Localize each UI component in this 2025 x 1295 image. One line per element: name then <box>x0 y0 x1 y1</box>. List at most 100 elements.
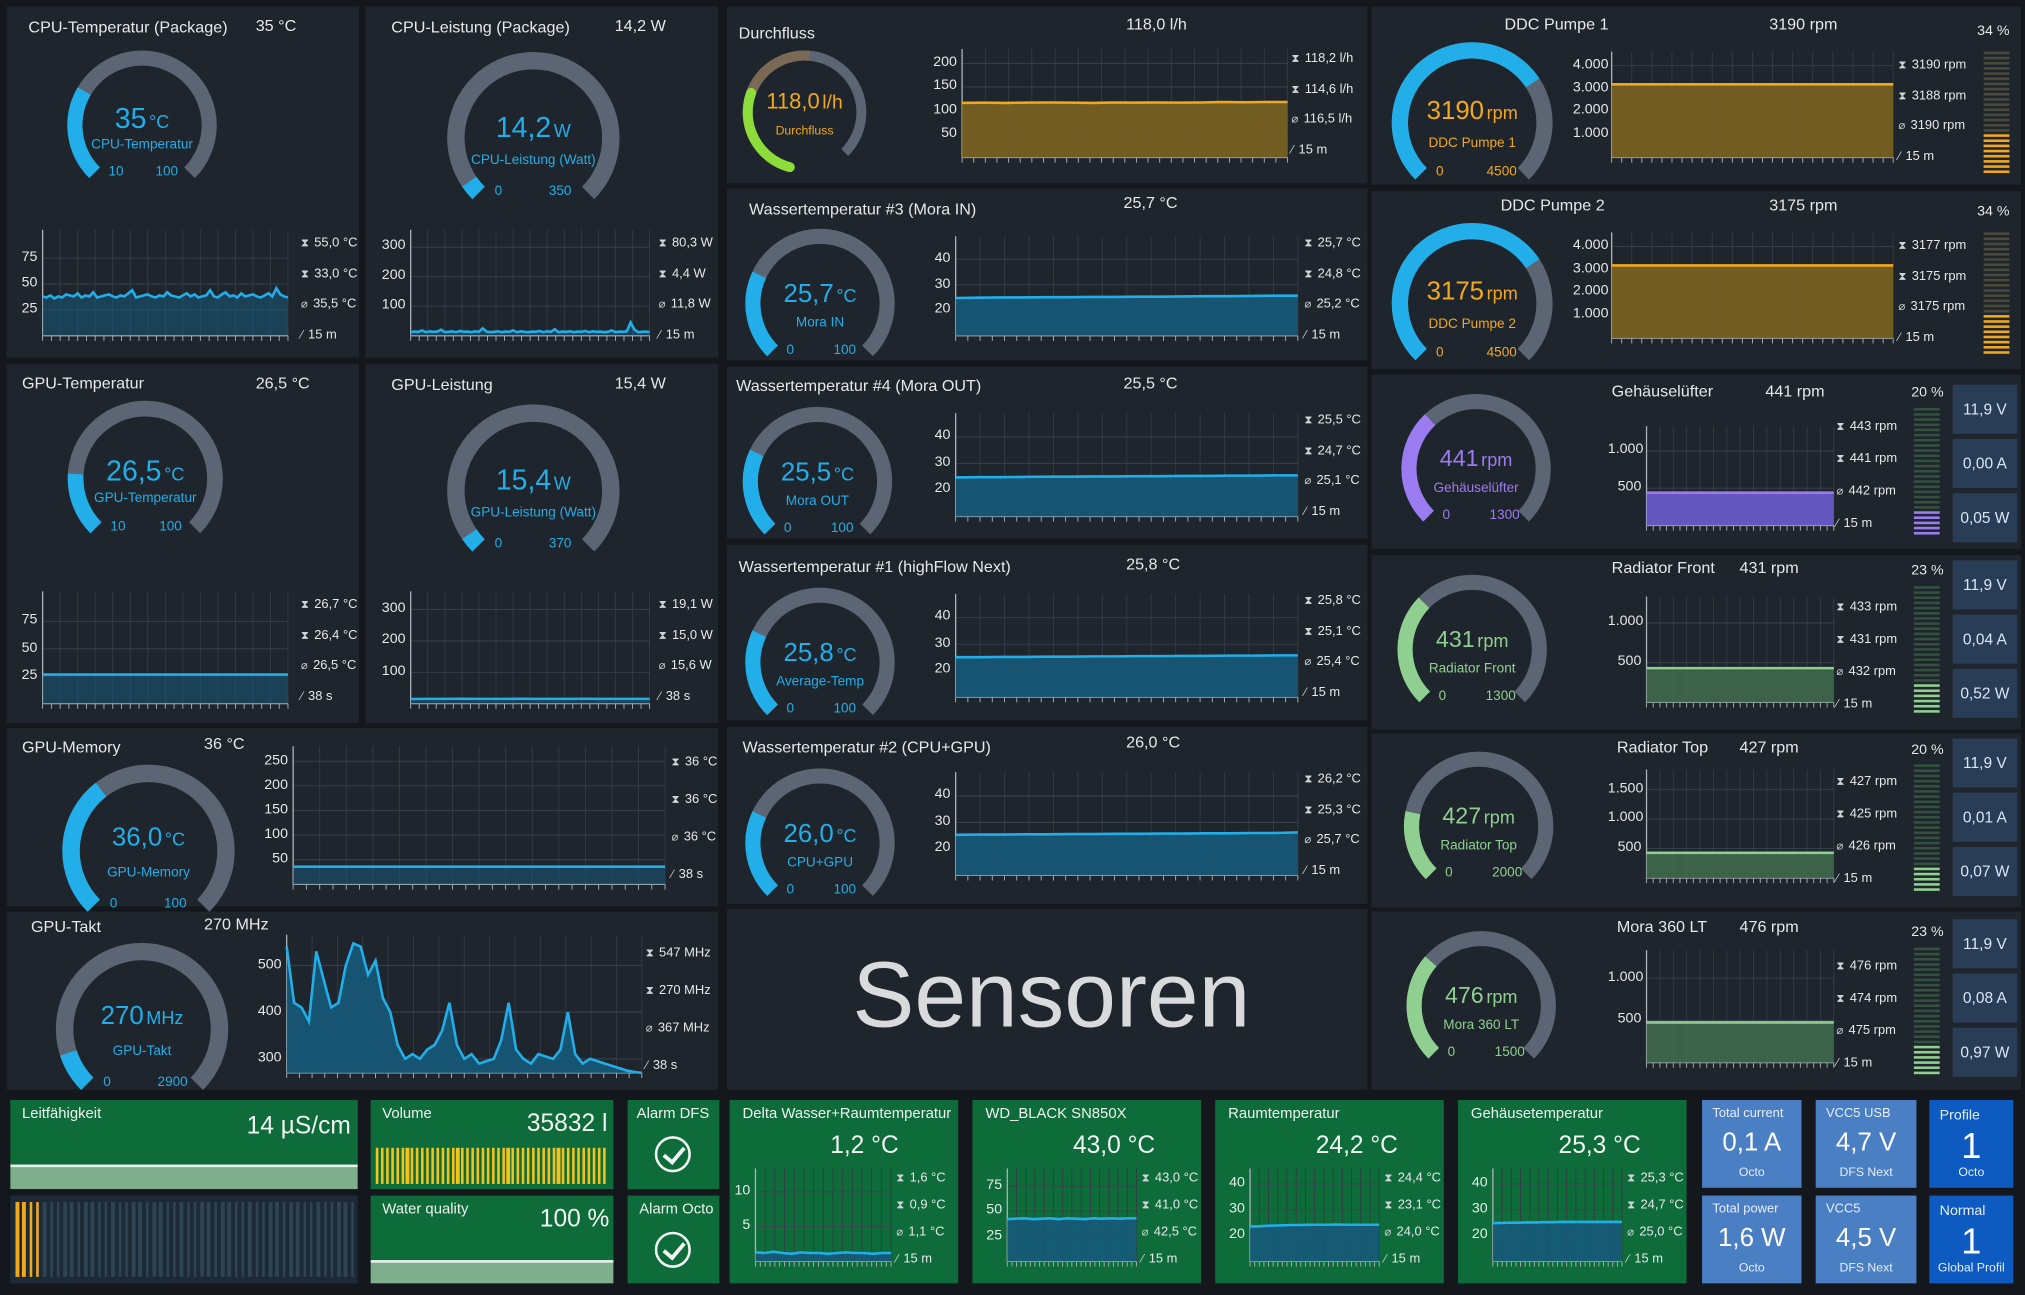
pump1-gauge: 3190 rpm DDC Pumpe 1 0 4500 <box>1382 32 1563 213</box>
pump1-value: 3190 rpm <box>1769 15 1838 34</box>
water2-gauge: 26,0 °C CPU+GPU 0 100 <box>736 759 904 927</box>
flow-series-area <box>962 101 1288 158</box>
gpu-mem-gauge-unit: °C <box>164 828 186 850</box>
fan-case-side-0: 11,9 V <box>1952 384 2018 434</box>
pump1-level-segment <box>1983 170 2010 174</box>
fan-rad-front-side-0: 11,9 V <box>1952 560 2018 610</box>
fan-mora-gauge-unit: rpm <box>1486 986 1518 1007</box>
pump1-level-bar <box>1983 49 2010 176</box>
pump1-level-segment <box>1983 160 2010 163</box>
fan-rad-front-level-segment <box>1913 627 1940 631</box>
gpu-mem-stat-avg-icon: ⌀ <box>671 830 679 844</box>
profile-title: Profile <box>1939 1107 1980 1124</box>
water4-ytick: 30 <box>934 454 951 470</box>
water2-stat-min-value: 25,3 °C <box>1317 802 1361 817</box>
gpu-temp-stat-min-value: 26,4 °C <box>314 628 358 643</box>
gpu-power-stat-range-value: 38 s <box>665 688 691 704</box>
ssd-stat-max-icon: ⧗ <box>1141 1171 1150 1184</box>
gpu-power-stat-min-icon: ⧗ <box>658 628 667 642</box>
gpu-mem-gauge-number: 36,0 <box>111 823 163 853</box>
ssd-stat-min: ⧗ 41,0 °C <box>1142 1198 1199 1212</box>
gpu-temp-stat-max-icon: ⧗ <box>300 597 310 611</box>
ssd-title: WD_BLACK SN850X <box>985 1106 1127 1122</box>
gpu-clock-series-area <box>286 943 642 1073</box>
conductivity-history-segment <box>350 1202 355 1277</box>
fan-rad-front-stat-avg: ⌀ 432 rpm <box>1836 665 1896 679</box>
volume-level-segment <box>461 1147 465 1184</box>
conductivity-history-segment <box>29 1202 33 1277</box>
fan-rad-front-level-segment <box>1913 611 1940 615</box>
volume-level-segment <box>597 1147 601 1184</box>
normal-profile-panel[interactable]: Normal 1 Global Profil <box>1929 1195 2014 1284</box>
room-value: 24,2 °C <box>1315 1132 1398 1160</box>
delta-title: Delta Wasser+Raumtemperatur <box>742 1106 952 1122</box>
water1-stat-avg-icon: ⌀ <box>1304 654 1312 668</box>
gpu-mem-stat-max: ⧗ 36 °C <box>672 755 718 769</box>
fan-case-level-segment <box>1913 464 1940 468</box>
fan-rad-front-level-segment <box>1913 617 1940 620</box>
pump1-gauge-value: 3190 rpm <box>1382 97 1563 127</box>
gpu-temp-gauge-unit: °C <box>164 462 185 484</box>
water-quality-value: 100 % <box>539 1205 610 1234</box>
alarm-octo-title: Alarm Octo <box>639 1202 714 1218</box>
cpu-power-ytick: 300 <box>381 238 406 254</box>
fan-mora-stat-min-value: 474 rpm <box>1849 991 1898 1006</box>
fan-mora-level-segment <box>1913 1045 1940 1049</box>
water3-stat-range: ⁄ 15 m <box>1304 327 1340 341</box>
fan-rad-top-level-segment <box>1913 779 1940 783</box>
room-series-line <box>1250 1223 1380 1228</box>
water1-stat-avg: ⌀ 25,4 °C <box>1304 655 1359 669</box>
conductivity-history-segment <box>337 1202 341 1277</box>
conductivity-history-segment <box>207 1202 211 1277</box>
total-current-panel[interactable]: Total current 0,1 A Octo <box>1702 1100 1802 1188</box>
water4-gauge-label: Mora OUT <box>785 493 850 509</box>
pump2-level-segment <box>1983 325 2010 328</box>
fan-mora-stat-min-icon: ⧗ <box>1836 991 1845 1005</box>
pump1-percent: 34 % <box>1977 23 2010 39</box>
water4-series-area <box>955 475 1298 517</box>
fan-mora-level-segment <box>1913 1009 1940 1013</box>
volume-level-segment <box>496 1147 500 1184</box>
profile-panel[interactable]: Profile 1 Octo <box>1929 1100 2014 1188</box>
fan-rad-top-level-segment <box>1913 846 1940 850</box>
pump2-chart: 4.000 3.000 2.000 1.000 <box>1573 232 1894 348</box>
total-power-panel[interactable]: Total power 1,6 W Octo <box>1702 1195 1802 1284</box>
volume-level-segment <box>531 1147 535 1184</box>
fan-rad-front-stat-avg-value: 432 rpm <box>1848 664 1896 680</box>
gpu-power-stat-avg-value: 15,6 W <box>670 658 712 673</box>
vcc5-usb-panel[interactable]: VCC5 USB 4,7 V DFS Next <box>1815 1100 1917 1188</box>
pump1-stat-max-icon: ⧗ <box>1898 58 1907 72</box>
cpu-power-stat-avg-value: 11,8 W <box>670 296 711 312</box>
water3-stat-range-icon: ⁄ <box>1304 327 1307 341</box>
gpu-mem-gauge-fill <box>62 782 107 912</box>
vcc5-value: 4,5 V <box>1835 1223 1897 1253</box>
cpu-temp-stat-min: ⧗ 33,0 °C <box>301 267 358 281</box>
fan-mora-stat-range-icon: ⁄ <box>1836 1056 1839 1070</box>
volume-level-segment <box>471 1147 475 1184</box>
delta-stat-range-value: 15 m <box>903 1252 933 1267</box>
pump1-level-segment <box>1983 103 2010 106</box>
fan-rad-front-level-segment <box>1913 596 1940 600</box>
fan-mora-stat-min: ⧗ 474 rpm <box>1836 992 1897 1006</box>
pump2-level-segment <box>1983 247 2010 251</box>
gpu-power-gauge-min: 0 <box>494 535 503 551</box>
vcc5-panel[interactable]: VCC5 4,5 V DFS Next <box>1815 1195 1917 1284</box>
cpu-power-ytick: 200 <box>381 267 406 284</box>
fan-case-ytick: 500 <box>1617 479 1642 495</box>
fan-rad-top-level-segment <box>1913 862 1940 866</box>
pump1-level-segment <box>1983 144 2010 148</box>
water1-stat-range: ⁄ 15 m <box>1304 685 1340 699</box>
pump2-series-area <box>1611 265 1894 339</box>
flow-stat-min-icon: ⧗ <box>1291 81 1300 95</box>
volume-level-segment <box>501 1147 505 1184</box>
gpu-temp-ytick: 75 <box>21 612 38 628</box>
fan-rad-top-series-area <box>1646 852 1834 878</box>
fan-rad-top-level-segment <box>1913 784 1940 788</box>
flow-stat-avg: ⌀ 116,5 l/h <box>1291 112 1352 126</box>
gpu-temp-stat-avg-icon: ⌀ <box>300 658 308 672</box>
conductivity-history-segment <box>49 1202 53 1277</box>
water1-ytick: 30 <box>934 635 951 651</box>
delta-chart: 10 5 <box>734 1168 892 1271</box>
conductivity-history-segment <box>104 1202 108 1277</box>
ssd-stat-avg-value: 42,5 °C <box>1153 1225 1197 1240</box>
